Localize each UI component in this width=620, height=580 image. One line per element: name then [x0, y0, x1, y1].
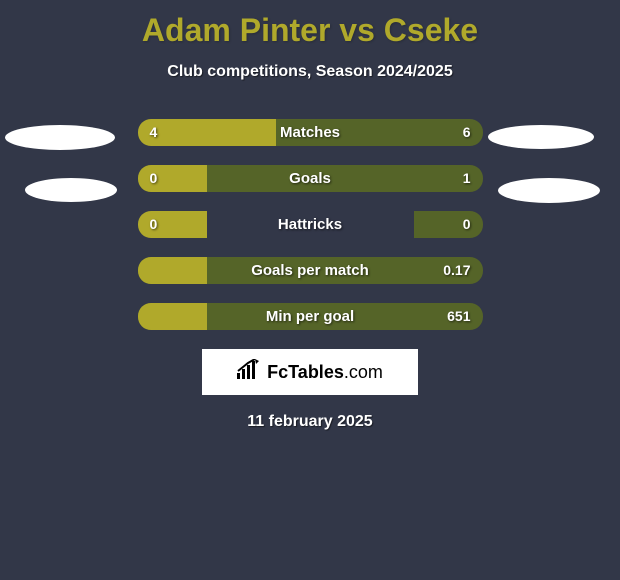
stats-container: Matches46Goals01Hattricks00Goals per mat…: [138, 119, 483, 330]
stat-label: Goals: [138, 165, 483, 192]
stat-row: Hattricks0 0: [138, 211, 483, 238]
logo-text: FcTables.com: [267, 362, 383, 383]
stat-label: Min per goal: [138, 303, 483, 330]
logo-name: FcTables: [267, 362, 344, 382]
stat-value-left: 0: [150, 165, 158, 192]
stat-value-left: 4: [150, 119, 158, 146]
stat-value-right: 1: [463, 165, 471, 192]
logo-tld: .com: [344, 362, 383, 382]
chart-icon: [237, 359, 263, 386]
stat-label: Matches: [138, 119, 483, 146]
stat-value-right: 6: [463, 119, 471, 146]
stat-row: Goals per match0.17: [138, 257, 483, 284]
decorative-ellipse: [25, 178, 117, 202]
logo-box: FcTables.com: [202, 349, 418, 395]
subtitle: Club competitions, Season 2024/2025: [0, 63, 620, 81]
page-title: Adam Pinter vs Cseke: [0, 0, 620, 49]
decorative-ellipse: [5, 125, 115, 150]
stat-row: Min per goal651: [138, 303, 483, 330]
stat-value-right: 0: [463, 211, 471, 238]
stat-value-right: 0.17: [443, 257, 470, 284]
decorative-ellipse: [488, 125, 594, 149]
decorative-ellipse: [498, 178, 600, 203]
stat-row: Goals0 1: [138, 165, 483, 192]
stat-label: Goals per match: [138, 257, 483, 284]
stat-label: Hattricks: [138, 211, 483, 238]
date-label: 11 february 2025: [0, 413, 620, 431]
stat-row: Matches4 6: [138, 119, 483, 146]
stat-value-left: 0: [150, 211, 158, 238]
stat-value-right: 651: [447, 303, 470, 330]
